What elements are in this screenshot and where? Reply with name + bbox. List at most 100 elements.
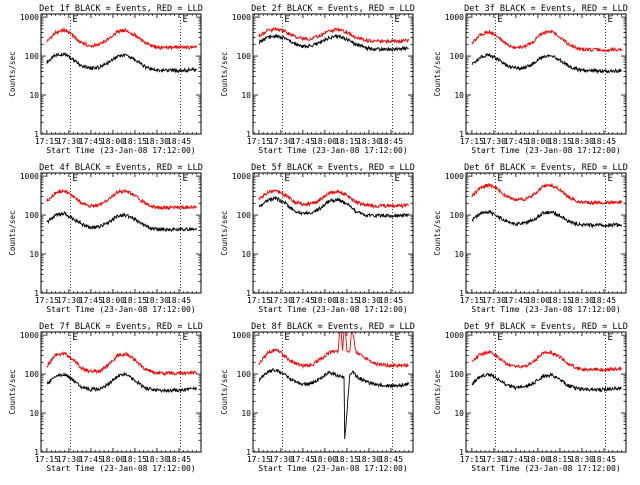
eclipse-label: E <box>182 174 187 184</box>
x-tick-label: 17:45 <box>291 296 315 305</box>
y-tick-label: 100 <box>237 211 252 220</box>
x-axis-label: Start Time (23-Jan-08 17:12:00) <box>46 146 195 155</box>
x-tick-label: 17:30 <box>57 455 81 464</box>
x-tick-label: 18:15 <box>335 455 359 464</box>
eclipse-label: E <box>607 174 612 184</box>
y-tick-label: 10 <box>454 91 464 100</box>
x-tick-label: 18:30 <box>570 296 594 305</box>
eclipse-label: E <box>607 333 612 343</box>
x-tick-label: 18:30 <box>145 137 169 146</box>
y-tick-label: 10 <box>454 409 464 418</box>
x-tick-label: 18:00 <box>101 296 125 305</box>
x-tick-label: 17:15 <box>35 137 59 146</box>
eclipse-label: E <box>497 333 502 343</box>
x-tick-label: 17:45 <box>79 137 103 146</box>
x-axis-label: Start Time (23-Jan-08 17:12:00) <box>471 305 620 314</box>
plot-frame <box>252 172 414 294</box>
y-axis-label: Counts/sec <box>8 51 17 96</box>
y-tick-label: 100 <box>25 370 40 379</box>
y-tick-label: 100 <box>25 52 40 61</box>
y-tick-label: 10 <box>241 91 251 100</box>
eclipse-label: E <box>72 15 77 25</box>
y-tick-label: 1 <box>34 289 39 298</box>
x-tick-label: 18:30 <box>570 137 594 146</box>
events-series-line <box>471 52 622 75</box>
x-axis-label: Start Time (23-Jan-08 17:12:00) <box>258 464 407 473</box>
y-axis-label: Counts/sec <box>433 51 442 96</box>
y-axis-label: Counts/sec <box>220 51 229 96</box>
lld-series-line <box>46 26 198 51</box>
x-tick-label: 18:30 <box>357 137 381 146</box>
x-tick-label: 18:45 <box>592 296 616 305</box>
x-tick-label: 18:00 <box>526 137 550 146</box>
y-tick-label: 1 <box>246 130 251 139</box>
panel-title: Det 7f BLACK = Events, RED = LLD <box>39 322 203 332</box>
x-tick-label: 17:30 <box>57 296 81 305</box>
x-tick-label: 18:45 <box>167 137 191 146</box>
y-axis-label: Counts/sec <box>220 210 229 255</box>
lld-series-line <box>471 349 622 373</box>
y-tick-label: 1 <box>34 130 39 139</box>
x-tick-label: 18:00 <box>526 455 550 464</box>
y-tick-label: 100 <box>237 52 252 61</box>
x-tick-label: 18:00 <box>313 296 337 305</box>
events-series-line <box>46 211 198 233</box>
plot-frame <box>40 331 202 453</box>
y-tick-label: 1000 <box>445 172 464 181</box>
lld-series-line <box>258 331 409 370</box>
plot-frame <box>252 13 414 135</box>
y-tick-label: 1 <box>459 448 464 457</box>
events-series-line <box>258 34 409 53</box>
eclipse-label: E <box>394 333 399 343</box>
x-tick-label: 17:45 <box>79 296 103 305</box>
y-axis-label: Counts/sec <box>433 369 442 414</box>
x-tick-label: 18:30 <box>145 296 169 305</box>
y-axis-label: Counts/sec <box>433 210 442 255</box>
x-tick-label: 17:45 <box>79 455 103 464</box>
eclipse-label: E <box>182 15 187 25</box>
x-tick-label: 18:45 <box>379 296 403 305</box>
x-tick-label: 18:45 <box>379 137 403 146</box>
x-tick-label: 17:30 <box>482 296 506 305</box>
x-tick-label: 17:15 <box>35 455 59 464</box>
panel-title: Det 9f BLACK = Events, RED = LLD <box>464 322 628 332</box>
y-tick-label: 100 <box>450 52 465 61</box>
eclipse-label: E <box>284 15 289 25</box>
events-series-line <box>471 209 623 229</box>
y-tick-label: 1000 <box>232 13 251 22</box>
lld-series-line <box>46 188 197 211</box>
panel-title: Det 5f BLACK = Events, RED = LLD <box>251 163 415 173</box>
x-tick-label: 17:30 <box>269 296 293 305</box>
x-tick-label: 18:15 <box>548 455 572 464</box>
x-tick-label: 18:30 <box>357 455 381 464</box>
events-series-line <box>46 52 197 74</box>
x-tick-label: 17:15 <box>460 296 484 305</box>
x-tick-label: 18:00 <box>313 455 337 464</box>
x-tick-label: 17:30 <box>482 455 506 464</box>
x-tick-label: 18:00 <box>526 296 550 305</box>
lld-series-line <box>46 350 197 377</box>
x-tick-label: 17:45 <box>291 455 315 464</box>
eclipse-label: E <box>182 333 187 343</box>
x-axis-label: Start Time (23-Jan-08 17:12:00) <box>46 464 195 473</box>
plot-frame <box>40 172 202 294</box>
y-tick-label: 1000 <box>20 331 39 340</box>
y-tick-label: 10 <box>29 409 39 418</box>
y-axis-label: Counts/sec <box>8 210 17 255</box>
eclipse-label: E <box>284 333 289 343</box>
y-tick-label: 1 <box>459 130 464 139</box>
y-tick-label: 10 <box>241 409 251 418</box>
x-tick-label: 17:45 <box>291 137 315 146</box>
eclipse-label: E <box>394 174 399 184</box>
y-tick-label: 10 <box>29 250 39 259</box>
x-tick-label: 17:45 <box>504 455 528 464</box>
plot-frame <box>465 172 627 294</box>
plot-frame <box>465 331 627 453</box>
x-tick-label: 17:45 <box>504 137 528 146</box>
y-tick-label: 1 <box>246 448 251 457</box>
y-tick-label: 1000 <box>445 13 464 22</box>
